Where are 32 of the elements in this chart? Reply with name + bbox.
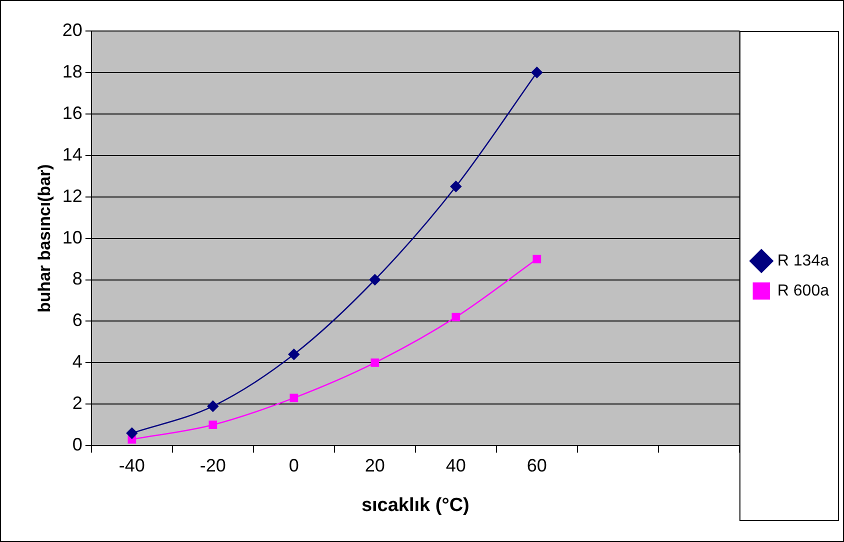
x-tick-label: 40: [446, 455, 466, 476]
x-tick-label: 60: [526, 455, 547, 476]
point: [450, 180, 462, 192]
y-tick-label: 8: [72, 268, 82, 289]
point: [531, 66, 543, 78]
point: [370, 358, 380, 367]
y-tick-label: 2: [72, 393, 82, 414]
x-axis-title: sıcaklık (°C): [361, 494, 470, 516]
y-tick-label: 16: [62, 102, 82, 123]
y-tick-label: 12: [62, 186, 82, 206]
legend-label: R 134a: [777, 252, 830, 270]
y-axis-title: buhar basıncı(bar): [34, 164, 54, 312]
point: [290, 394, 298, 402]
y-tick-label: 20: [62, 20, 82, 40]
point: [288, 348, 300, 360]
y-tick-label: 14: [62, 144, 82, 164]
point: [207, 400, 219, 412]
y-tick-label: 18: [62, 61, 82, 82]
x-tick-label: -40: [118, 455, 145, 476]
y-tick-label: 0: [72, 434, 82, 455]
point: [126, 428, 138, 439]
legend-label: R 600a: [777, 282, 830, 300]
point: [532, 254, 542, 264]
x-tick-label: -20: [200, 455, 226, 476]
y-tick-label: 4: [72, 352, 82, 372]
point: [208, 420, 218, 430]
point: [369, 274, 381, 286]
point: [452, 312, 460, 322]
x-tick-label: 20: [364, 455, 385, 476]
x-tick-label: 0: [288, 455, 299, 476]
y-tick-label: 10: [62, 227, 82, 248]
y-tick-label: 6: [72, 310, 82, 330]
